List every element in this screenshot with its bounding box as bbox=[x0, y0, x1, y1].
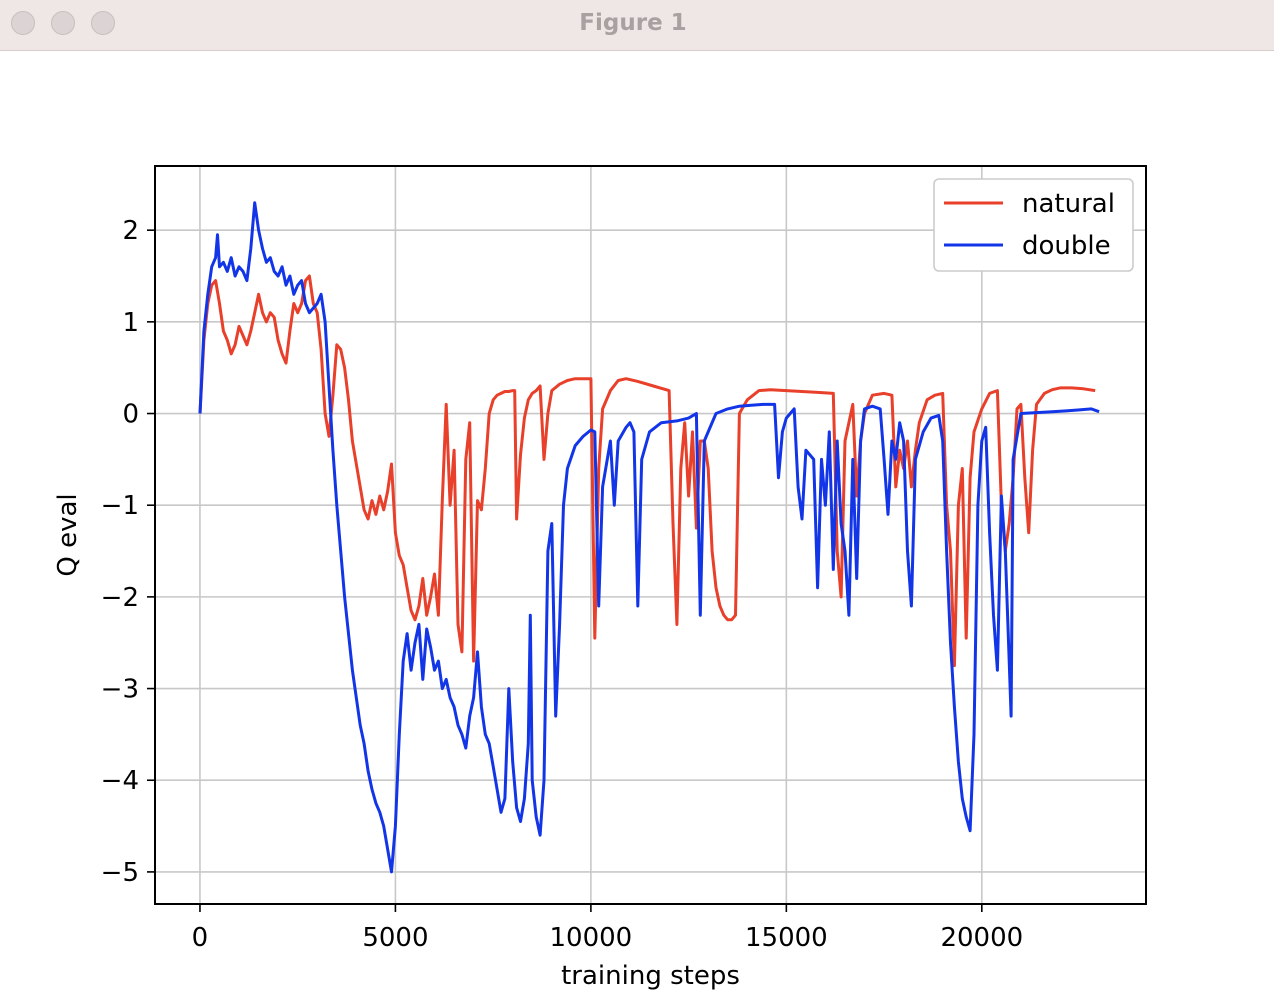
y-axis-label: Q eval bbox=[53, 493, 83, 576]
legend: natural double bbox=[933, 178, 1134, 272]
y-tick-label: −2 bbox=[101, 583, 139, 613]
window-title: Figure 1 bbox=[579, 10, 687, 36]
minimize-window-button[interactable] bbox=[51, 11, 75, 35]
x-tick-label: 5000 bbox=[362, 923, 428, 953]
y-tick-label: −5 bbox=[101, 858, 139, 888]
y-tick-label: −3 bbox=[101, 675, 139, 705]
x-tick-label: 15000 bbox=[745, 923, 828, 953]
axis-ticks: 0 5000 10000 15000 20000 2 1 0 −1 −2 −3 −4 −5 bbox=[101, 216, 1023, 953]
y-tick-label: −1 bbox=[101, 491, 139, 521]
y-tick-label: 0 bbox=[122, 400, 139, 430]
x-axis-label: training steps bbox=[561, 961, 740, 991]
axes-frame bbox=[154, 165, 1147, 905]
y-tick-label: 2 bbox=[122, 216, 139, 246]
grid-lines bbox=[155, 166, 1146, 904]
series-lines bbox=[198, 201, 1100, 874]
y-tick-label: −4 bbox=[101, 766, 139, 796]
zoom-window-button[interactable] bbox=[91, 11, 115, 35]
y-tick-label: 1 bbox=[122, 308, 139, 338]
legend-label-natural: natural bbox=[1022, 189, 1115, 219]
x-tick-label: 0 bbox=[192, 923, 209, 953]
series-line-double bbox=[198, 201, 1100, 874]
close-window-button[interactable] bbox=[11, 11, 35, 35]
x-tick-label: 20000 bbox=[940, 923, 1023, 953]
legend-label-double: double bbox=[1022, 231, 1111, 261]
x-tick-label: 10000 bbox=[550, 923, 633, 953]
window-titlebar: Figure 1 bbox=[0, 0, 1274, 51]
